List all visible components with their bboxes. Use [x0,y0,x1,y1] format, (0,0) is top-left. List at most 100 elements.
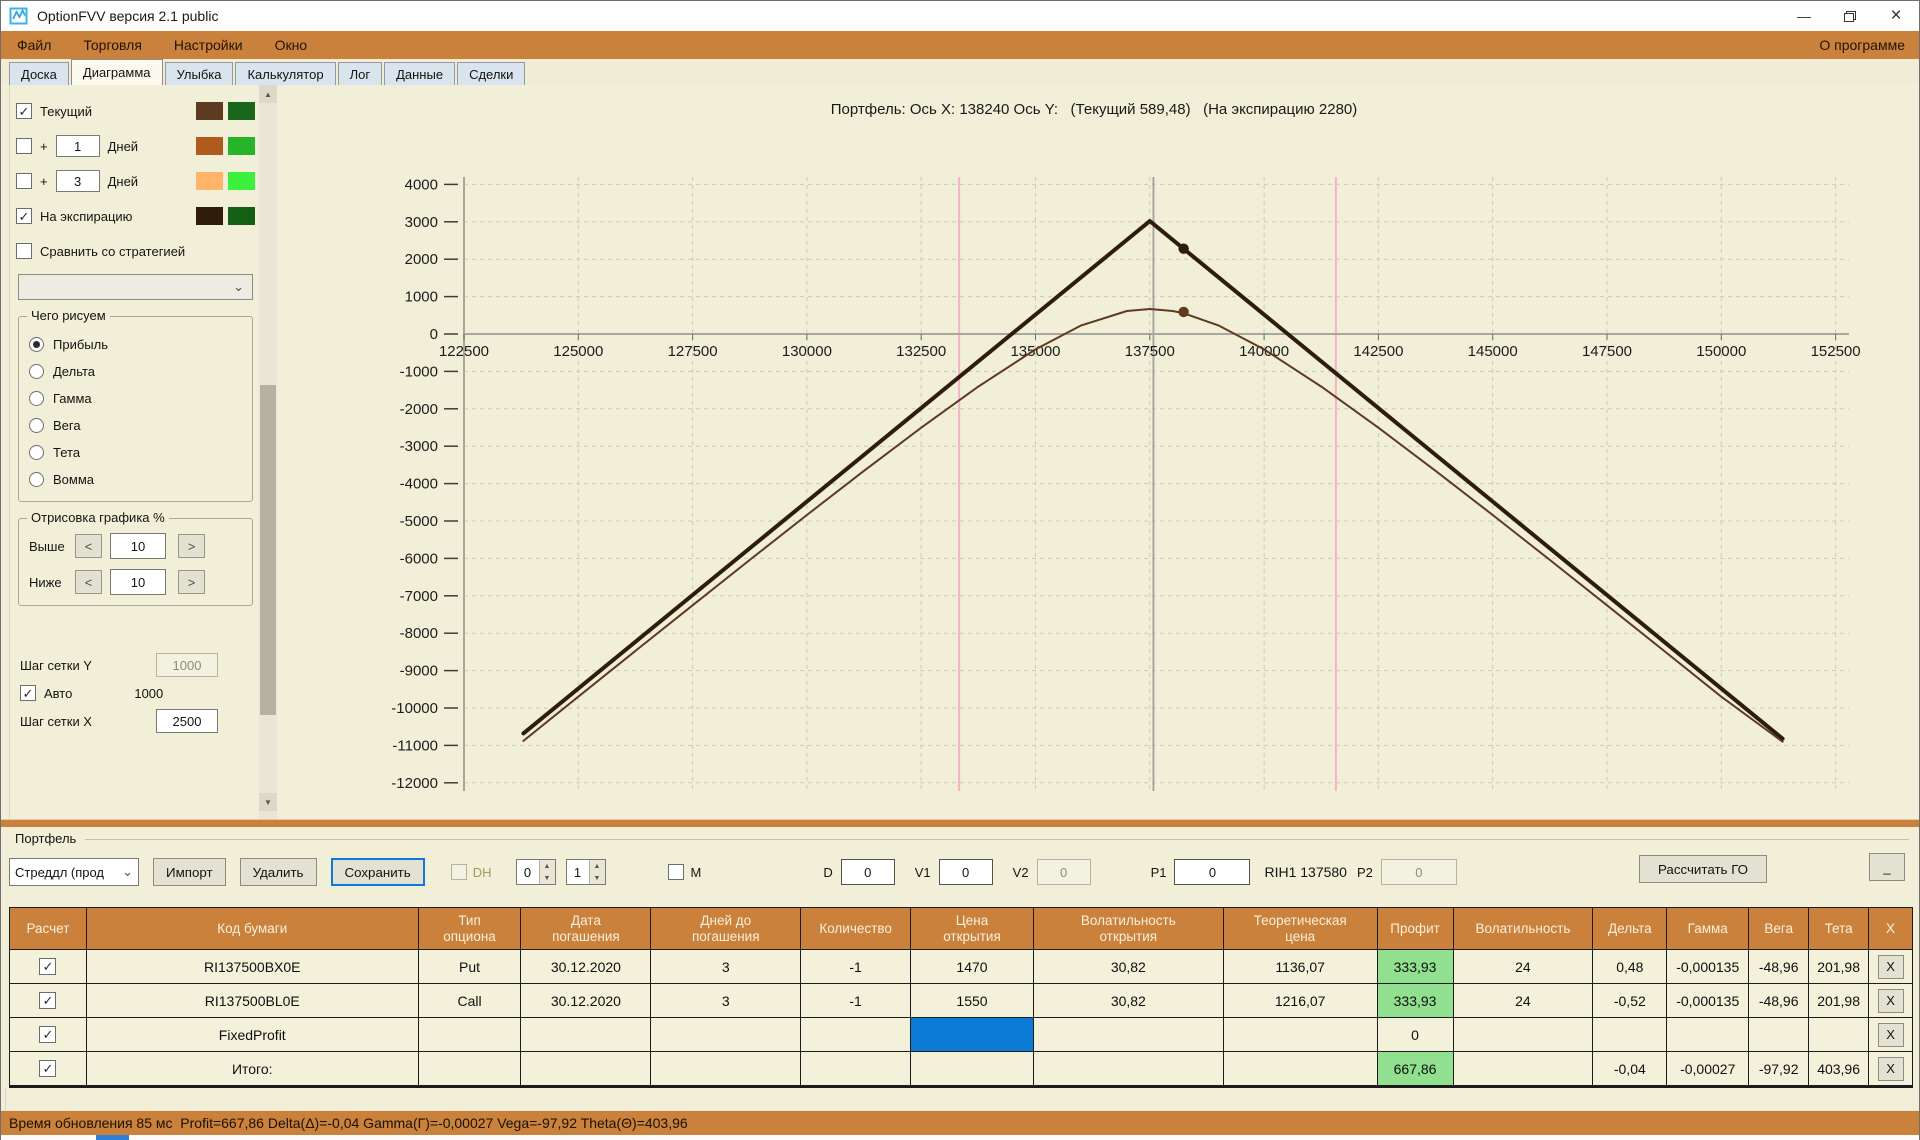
cell-theo[interactable] [1223,1018,1378,1052]
cell-theta[interactable]: 403,96 [1809,1052,1870,1086]
column-header[interactable]: Дней до погашения [651,908,802,950]
spinner-down-icon[interactable]: ▼ [589,872,605,884]
grid-step-x-input[interactable]: 2500 [156,709,218,733]
column-header[interactable]: Расчет [10,908,87,950]
cell-open_price[interactable]: 1470 [911,950,1034,984]
row-checkbox[interactable]: ✓ [39,1026,57,1043]
cell-open_vol[interactable]: 30,82 [1033,950,1224,984]
cell-theta[interactable] [1809,1018,1870,1052]
expiration-color-swatch-2[interactable] [228,207,255,225]
above-percent-input[interactable]: 10 [110,533,166,559]
column-header[interactable]: Гамма [1667,908,1750,950]
cell-code[interactable]: FixedProfit [86,1018,419,1052]
cell-vega[interactable]: -48,96 [1749,984,1810,1018]
scroll-down-icon[interactable]: ▼ [259,793,277,811]
row-checkbox[interactable]: ✓ [39,958,57,975]
strategy-combo[interactable]: Стреддл (прод ⌄ [9,858,139,886]
cell-x[interactable]: X [1869,984,1913,1018]
remove-row-button[interactable]: X [1877,954,1904,979]
column-header[interactable]: Тета [1809,908,1870,950]
draw-option-2[interactable]: Гамма [29,385,246,412]
plus3-color-swatch-2[interactable] [228,172,255,190]
draw-option-4[interactable]: Тета [29,439,246,466]
row-checkbox[interactable]: ✓ [39,1060,57,1077]
scrollbar-thumb[interactable] [260,385,276,715]
cell-x[interactable]: X [1869,1018,1913,1052]
cell-check[interactable]: ✓ [10,950,87,984]
cell-days[interactable]: 3 [651,950,802,984]
spinner-up-icon[interactable]: ▲ [589,860,605,872]
cell-theta[interactable]: 201,98 [1809,984,1870,1018]
cell-type[interactable]: Put [418,950,522,984]
draw-option-0[interactable]: Прибыль [29,331,246,358]
plus3-days-input[interactable]: 3 [55,170,100,192]
tab-1[interactable]: Диаграмма [70,59,163,85]
cell-open_price[interactable]: 1550 [911,984,1034,1018]
auto-grid-checkbox[interactable]: ✓ [20,685,36,701]
cell-gamma[interactable]: -0,00027 [1667,1052,1750,1086]
cell-code[interactable]: Итого: [86,1052,419,1086]
minimize-button[interactable]: — [1797,8,1811,24]
dh-spinner-1[interactable]: 0 ▲ ▼ [515,859,556,885]
tab-3[interactable]: Калькулятор [235,62,336,85]
p2-input[interactable]: 0 [1380,859,1457,885]
cell-vol[interactable]: 24 [1453,984,1594,1018]
strategy-dropdown[interactable]: ⌄ [18,274,253,300]
current-color-swatch-2[interactable] [228,102,255,120]
compare-strategy-checkbox[interactable]: ✓ [16,243,32,259]
cell-vol[interactable] [1453,1018,1594,1052]
cell-open_vol[interactable] [1033,1018,1224,1052]
cell-qty[interactable]: -1 [801,950,912,984]
below-percent-input[interactable]: 10 [110,569,166,595]
draw-option-1[interactable]: Дельта [29,358,246,385]
cell-gamma[interactable]: -0,000135 [1667,984,1750,1018]
column-header[interactable]: Тип опциона [418,908,522,950]
cell-qty[interactable]: -1 [801,984,912,1018]
dh-checkbox[interactable]: ✓ [450,864,467,880]
plus1-color-swatch-2[interactable] [228,137,255,155]
save-button[interactable]: Сохранить [330,858,425,886]
cell-expiry[interactable]: 30.12.2020 [521,950,652,984]
dh-spinner-2[interactable]: 1 ▲ ▼ [565,859,606,885]
menu-item-3[interactable]: Окно [274,37,308,53]
cell-profit[interactable]: 667,86 [1377,1052,1454,1086]
cell-x[interactable]: X [1869,1052,1913,1086]
cell-check[interactable]: ✓ [10,1018,87,1052]
cell-profit[interactable]: 333,93 [1377,950,1454,984]
cell-vega[interactable]: -48,96 [1749,950,1810,984]
cell-open_price[interactable] [911,1018,1034,1052]
menu-item-1[interactable]: Торговля [83,37,142,53]
cell-code[interactable]: RI137500BX0E [86,950,419,984]
cell-code[interactable]: RI137500BL0E [86,984,419,1018]
cell-vega[interactable] [1749,1018,1810,1052]
calculate-margin-button[interactable]: Рассчитать ГО [1639,855,1767,883]
import-button[interactable]: Импорт [153,858,226,886]
cell-profit[interactable]: 333,93 [1377,984,1454,1018]
cell-qty[interactable] [801,1018,912,1052]
scroll-up-icon[interactable]: ▲ [259,85,277,103]
spinner-up-icon[interactable]: ▲ [539,860,555,872]
plus1-days-input[interactable]: 1 [55,135,100,157]
column-header[interactable]: X [1869,908,1913,950]
chart-canvas[interactable]: 122500 125000 127500 130000 132500 135000 1375… [277,85,1913,819]
plus3-color-swatch-1[interactable] [196,172,223,190]
cell-theo[interactable] [1223,1052,1378,1086]
close-button[interactable]: × [1890,5,1902,26]
cell-open_vol[interactable] [1033,1052,1224,1086]
tab-4[interactable]: Лог [337,62,383,85]
expiration-color-swatch-1[interactable] [196,207,223,225]
cell-gamma[interactable] [1667,1018,1750,1052]
cell-qty[interactable] [801,1052,912,1086]
column-header[interactable]: Профит [1377,908,1454,950]
cell-expiry[interactable] [521,1018,652,1052]
menu-item-0[interactable]: Файл [17,37,52,53]
plus1-color-swatch-1[interactable] [196,137,223,155]
restore-button[interactable] [1827,1,1873,31]
p1-input[interactable]: 0 [1174,859,1251,885]
above-decrease-button[interactable]: < [75,534,102,558]
menu-item-2[interactable]: Настройки [173,37,243,53]
delete-button[interactable]: Удалить [239,858,317,886]
column-header[interactable]: Количество [801,908,912,950]
cell-x[interactable]: X [1869,950,1913,984]
cell-gamma[interactable]: -0,000135 [1667,950,1750,984]
